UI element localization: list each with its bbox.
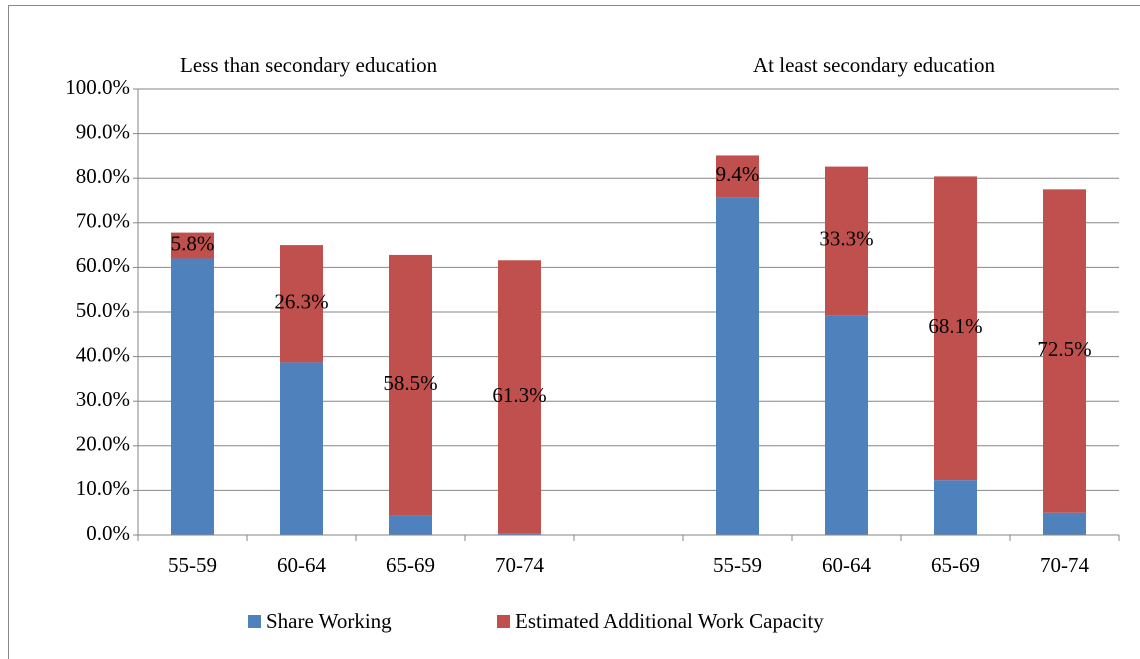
bar-segment [389,254,432,516]
data-label: 5.8% [171,231,215,255]
y-tick-label: 70.0% [76,209,130,233]
x-tick-label: 55-59 [713,553,762,577]
legend-swatch [497,615,510,628]
bar-segment [716,155,759,198]
bar-segment [716,197,759,536]
data-label: 58.5% [383,371,437,395]
legend-label: Estimated Additional Work Capacity [515,609,824,633]
y-tick-label: 90.0% [76,119,130,143]
data-label: 9.4% [716,162,760,186]
group-annotation: At least secondary education [753,53,995,77]
x-tick-label: 55-59 [168,553,217,577]
bar-segment [280,362,323,535]
legend-label: Share Working [266,609,392,633]
bar-segment [171,232,214,259]
bar-segment [934,176,977,481]
y-tick-label: 80.0% [76,164,130,188]
y-tick-label: 60.0% [76,253,130,277]
data-label: 26.3% [274,290,328,314]
bar-segment [171,258,214,535]
legend-swatch [248,615,261,628]
data-label: 33.3% [819,227,873,251]
y-tick-label: 40.0% [76,342,130,366]
x-tick-label: 65-69 [931,553,980,577]
x-tick-label: 70-74 [1040,553,1089,577]
data-label: 61.3% [492,383,546,407]
bar-segment [498,533,541,535]
x-tick-label: 60-64 [822,553,871,577]
y-tick-label: 20.0% [76,432,130,456]
x-tick-label: 60-64 [277,553,326,577]
bar-segment [825,166,868,316]
y-tick-label: 10.0% [76,476,130,500]
bar-segment [280,245,323,363]
bar-segment [1043,512,1086,535]
y-tick-label: 0.0% [86,521,130,545]
data-label: 68.1% [928,314,982,338]
group-annotation: Less than secondary education [180,53,438,77]
bar-segment [498,260,541,534]
bar-segment [934,480,977,535]
bar-segment [825,315,868,535]
x-tick-label: 70-74 [495,553,544,577]
y-tick-label: 50.0% [76,298,130,322]
bar-segment [389,515,432,535]
x-tick-label: 65-69 [386,553,435,577]
y-tick-label: 100.0% [65,75,130,99]
data-label: 72.5% [1037,337,1091,361]
bar-segment [1043,189,1086,513]
y-tick-label: 30.0% [76,387,130,411]
